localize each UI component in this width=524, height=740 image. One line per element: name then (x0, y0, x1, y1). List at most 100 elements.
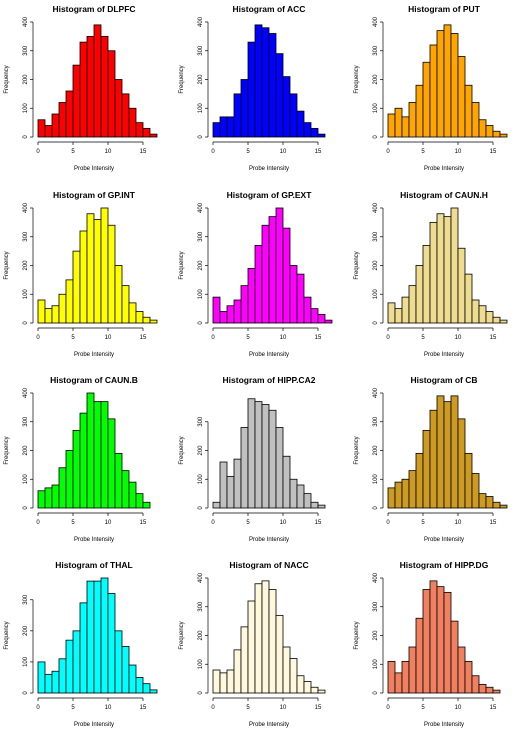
x-axis-label: Probe Intensity (249, 722, 289, 728)
histogram-bar (268, 33, 277, 138)
y-tick-label: 100 (373, 103, 379, 114)
y-tick-label: 200 (23, 445, 29, 456)
histogram-bar (457, 418, 466, 509)
histogram-bar (296, 675, 305, 694)
histogram-bar (121, 470, 130, 509)
histogram-svg: Histogram of GP.EXT 0 5 10 15 0 100 200 300 400 Pr… (179, 190, 333, 358)
y-tick-label: 100 (23, 103, 29, 114)
y-tick-label: 0 (198, 506, 204, 510)
histogram-bar (457, 247, 466, 324)
y-tick-label: 100 (23, 289, 29, 300)
x-tick-label: 15 (140, 335, 147, 341)
histogram-bar (142, 501, 151, 509)
y-tick-label: 200 (23, 625, 29, 636)
y-axis-label: Frequency (354, 436, 360, 464)
histogram-bar (289, 478, 298, 509)
y-tick-label: 400 (373, 572, 379, 583)
histogram-bar (44, 125, 53, 138)
histogram-bar (212, 501, 221, 509)
chart-title: Histogram of GP.EXT (227, 190, 313, 200)
histogram-bar (324, 319, 333, 324)
y-tick-label: 0 (373, 506, 379, 510)
histogram-bar (107, 418, 116, 509)
histogram-bar (492, 130, 501, 138)
y-tick-label: 400 (23, 16, 29, 27)
y-tick-label: 200 (23, 74, 29, 85)
histogram-bar (86, 392, 95, 509)
x-tick-label: 5 (71, 149, 75, 155)
histogram-bar (226, 669, 235, 694)
histogram-bar (422, 61, 431, 138)
x-axis-label: Probe Intensity (249, 352, 289, 358)
histogram-bar (443, 401, 452, 509)
histogram-bar (303, 296, 312, 324)
x-tick-label: 5 (71, 335, 75, 341)
y-tick-label: 100 (373, 289, 379, 300)
y-tick-label: 0 (373, 135, 379, 139)
histogram-bar (86, 213, 95, 324)
histogram-bar (51, 113, 60, 138)
histogram-svg: Histogram of DLPFC 0 5 10 15 0 100 200 300 400 Pro… (4, 4, 158, 172)
histogram-svg: Histogram of THAL 0 5 10 15 0 100 200 300 Probe I… (4, 560, 158, 728)
histogram-bar (247, 267, 256, 324)
histogram-bar (72, 250, 81, 324)
histogram-bar (401, 660, 410, 694)
histogram-bar (135, 122, 144, 138)
histogram-bar (478, 305, 487, 324)
histogram-bar (149, 319, 158, 324)
y-tick-label: 300 (373, 231, 379, 242)
histogram-panel: Histogram of CB 0 5 10 15 0 100 200 300 400 Probe … (350, 371, 524, 555)
y-axis-label: Frequency (4, 251, 10, 279)
x-tick-label: 10 (280, 705, 287, 711)
x-tick-label: 5 (421, 520, 425, 526)
histogram-bar (44, 673, 53, 694)
histogram-bar (443, 591, 452, 694)
histogram-bar (317, 313, 326, 324)
histogram-bar (492, 501, 501, 509)
y-axis-label: Frequency (179, 436, 185, 464)
histogram-bar (261, 224, 270, 324)
histogram-bar (275, 53, 284, 138)
histogram-bar (408, 646, 417, 694)
x-tick-label: 10 (105, 705, 112, 711)
histogram-bar (268, 409, 277, 509)
chart-title: Histogram of CB (410, 375, 477, 385)
histogram-bar (65, 450, 74, 509)
y-tick-label: 400 (198, 572, 204, 583)
histogram-bar (261, 404, 270, 509)
histogram-bar (100, 577, 109, 694)
histogram-bar (254, 244, 263, 324)
y-tick-label: 100 (198, 659, 204, 670)
histogram-bar (37, 490, 46, 509)
histogram-bar (72, 429, 81, 509)
histogram-bar (310, 308, 319, 324)
y-tick-label: 400 (198, 202, 204, 213)
histogram-svg: Histogram of NACC 0 5 10 15 0 100 200 300 400 Prob… (179, 560, 326, 728)
histogram-bar (296, 110, 305, 138)
histogram-bar (79, 412, 88, 509)
histogram-bar (240, 626, 249, 694)
x-tick-label: 5 (421, 705, 425, 711)
y-axis-label: Frequency (4, 621, 10, 649)
y-tick-label: 100 (373, 474, 379, 485)
y-tick-label: 300 (373, 45, 379, 56)
histogram-bar (233, 649, 242, 694)
y-tick-label: 300 (23, 594, 29, 605)
histogram-bar (268, 589, 277, 694)
y-tick-label: 100 (198, 103, 204, 114)
histogram-bar (282, 455, 291, 509)
y-tick-label: 400 (23, 387, 29, 398)
histogram-bar (499, 319, 508, 324)
histogram-bar (128, 107, 137, 138)
histogram-bar (233, 299, 242, 324)
histogram-bar (65, 639, 74, 694)
histogram-bar (310, 127, 319, 138)
histogram-bar (422, 589, 431, 694)
histogram-bar (212, 669, 221, 694)
histogram-bar (464, 84, 473, 138)
histogram-bar (464, 273, 473, 324)
x-tick-label: 0 (386, 705, 390, 711)
histogram-bar (275, 427, 284, 509)
chart-title: Histogram of CAUN.H (400, 190, 488, 200)
chart-title: Histogram of HIPP.DG (400, 560, 489, 570)
